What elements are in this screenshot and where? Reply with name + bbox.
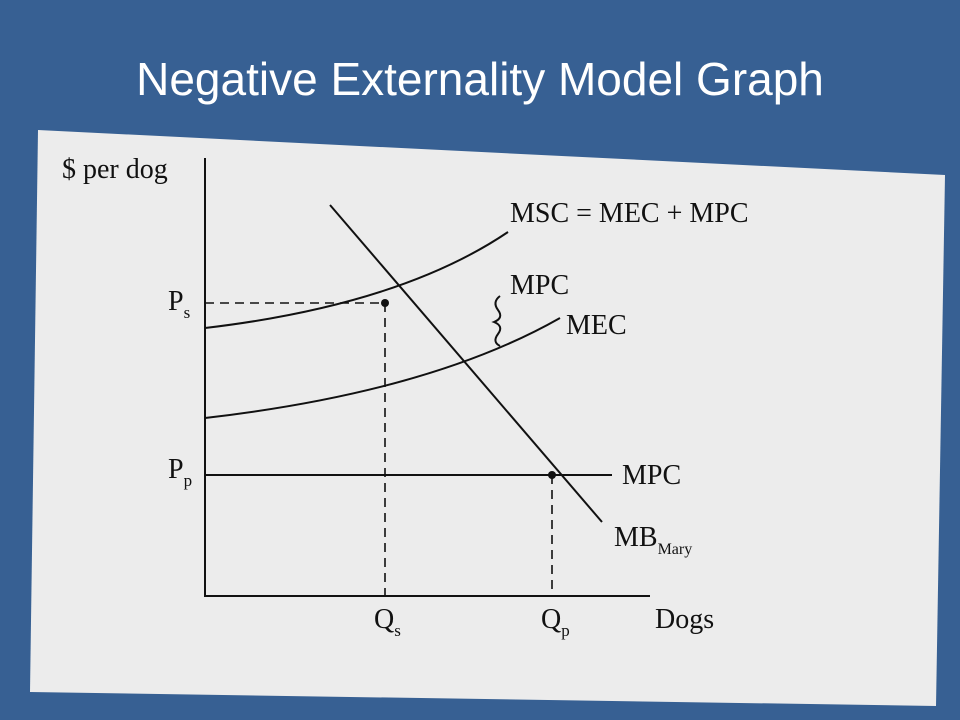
y-axis-label: $ per dog	[62, 154, 168, 185]
qs-main: Q	[374, 604, 394, 635]
ps-sub: s	[184, 303, 191, 322]
pp-label: Pp	[168, 454, 192, 490]
msc-label: MSC = MEC + MPC	[510, 198, 749, 229]
pp-main: P	[168, 454, 184, 485]
ps-label: Ps	[168, 286, 190, 322]
qp-label: Qp	[541, 604, 570, 640]
qs-label: Qs	[374, 604, 401, 640]
qs-sub: s	[394, 621, 401, 640]
mec-curve	[204, 317, 561, 419]
mb-curve	[329, 204, 603, 523]
scanned-page	[30, 130, 945, 706]
mb-label: MBMary	[614, 522, 692, 558]
mpc-upper-label: MPC	[510, 270, 569, 301]
private-equilibrium	[548, 471, 556, 479]
social-equilibrium	[381, 299, 389, 307]
qp-main: Q	[541, 604, 561, 635]
x-axis-label: Dogs	[655, 604, 714, 635]
ps-main: P	[168, 286, 184, 317]
mec-label: MEC	[566, 310, 627, 341]
slide-title: Negative Externality Model Graph	[136, 53, 824, 105]
qp-sub: p	[561, 621, 570, 640]
msc-curve	[204, 231, 509, 329]
mb-sub: Mary	[658, 541, 693, 558]
brace	[491, 295, 502, 347]
mb-main: MB	[614, 522, 658, 553]
mpc-label: MPC	[622, 460, 681, 491]
pp-sub: p	[184, 471, 193, 490]
